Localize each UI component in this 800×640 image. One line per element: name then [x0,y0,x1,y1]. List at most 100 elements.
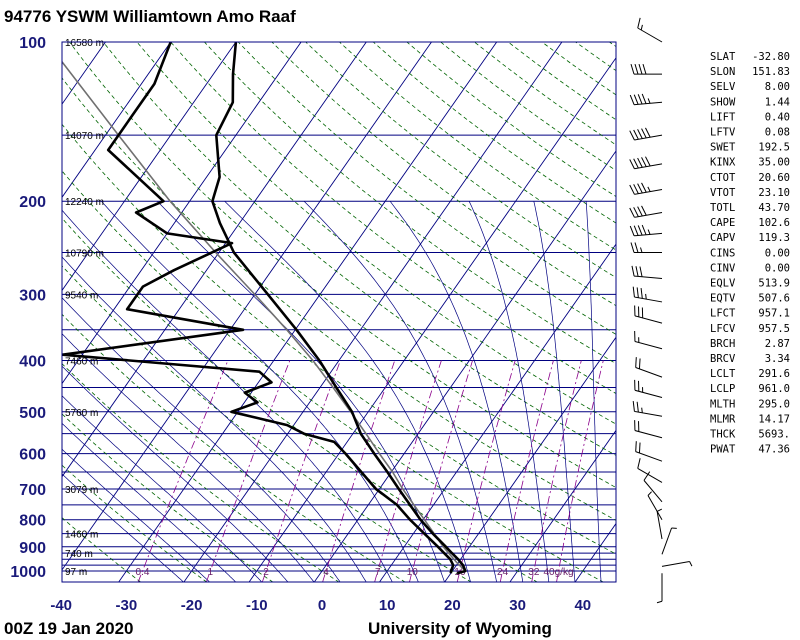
moist-adiabat [585,201,602,582]
wind-barb [661,527,677,555]
index-name: LFCT [710,308,736,320]
wind-barb [629,205,663,218]
index-value: 0.00 [765,247,790,259]
wind-barb [656,573,663,604]
index-name: TOTL [710,202,735,214]
height-label: 97 m [65,567,87,578]
moist-adiabat [224,200,471,582]
wind-barb [631,265,663,280]
mixing-ratio-label: 1 [208,567,214,578]
index-value: 35.00 [758,157,790,169]
temperature-line [211,42,467,575]
wind-barb [634,379,663,399]
isotherm-line [62,42,237,292]
isotherm-line [183,42,563,582]
isotherm-line [313,150,616,582]
mixing-ratio-label: 32 [528,567,540,578]
moist-adiabat [62,297,341,582]
dry-adiabat [62,265,472,582]
dry-adiabat [474,42,616,146]
pressure-tick-label: 500 [19,405,46,422]
index-name: CINS [710,247,735,259]
isotherm-line [118,42,498,582]
wind-barb [635,441,663,462]
index-name: LCLT [710,368,736,380]
wind-barb [634,331,663,350]
height-label: 16580 m [65,38,104,49]
index-name: CAPV [710,232,736,244]
wind-barb [634,420,663,439]
mixing-ratio-label: 4 [323,567,329,578]
height-label: 3079 m [65,485,98,496]
pressure-tick-label: 600 [19,447,46,464]
height-label: 1460 m [65,530,98,541]
moist-adiabat [62,395,263,582]
wind-barb [632,401,663,417]
index-name: CTOT [710,172,736,184]
wind-barb [643,471,663,503]
dry-adiabat [62,217,538,582]
wind-barb [647,491,663,520]
moist-adiabat [62,256,367,582]
index-value: 43.70 [758,202,790,214]
dry-adiabat [69,42,616,489]
index-value: 957.5 [758,323,790,335]
index-value: -32.80 [752,51,790,63]
index-name: LIFT [710,111,736,123]
dry-adiabat [305,42,616,279]
dry-adiabat [62,313,406,582]
isotherm-line [62,42,302,385]
index-value: 3.34 [765,353,790,365]
wind-barb [629,224,663,237]
index-name: LFCV [710,323,736,335]
index-name: LFTV [710,127,736,139]
index-value: 0.40 [765,111,790,123]
dry-adiabat [62,170,604,582]
dry-adiabat [62,123,616,555]
index-value: 295.0 [758,398,790,410]
wind-barb [635,357,663,378]
dewpoint-line [62,42,455,574]
dry-adiabat [136,42,616,425]
mixing-ratio-line [374,360,442,582]
mixing-ratio-line [205,360,291,582]
mixing-ratio-line [531,360,582,582]
moist-adiabat [62,448,211,582]
height-label: 9540 m [65,290,98,301]
wind-barb [629,127,663,141]
mixing-ratio-label: 24 [497,567,509,578]
wind-barb [632,286,663,303]
isotherm-line [62,42,172,199]
wind-barb [637,17,663,43]
isotherm-line [62,42,106,105]
wind-barb [629,156,663,170]
temperature-tick-label: 0 [318,597,326,614]
index-value: 961.0 [758,383,790,395]
isotherm-line [248,57,616,582]
isotherm-line [378,243,616,582]
index-name: SLAT [710,51,736,63]
height-label: 5760 m [65,408,98,419]
index-value: 119.3 [758,232,790,244]
index-name: SELV [710,81,736,93]
index-name: THCK [710,429,736,441]
pressure-tick-label: 100 [19,35,46,52]
index-name: LCLP [710,383,735,395]
isotherm-line [0,42,40,582]
mixing-ratio-label: 0.4 [136,567,150,578]
wind-barbs [629,17,693,604]
mixing-ratio-line [261,360,341,582]
height-label: 10790 m [65,249,104,260]
pressure-axis-labels: 100 200 300 400 500 600 700 800 900 1000 [10,35,46,581]
isotherm-line [62,42,432,571]
mixing-ratio-line [456,360,516,582]
index-name: SLON [710,66,735,78]
index-value: 2.87 [765,338,790,350]
date-label: 00Z 19 Jan 2020 [4,619,133,638]
height-label: 14070 m [65,131,104,142]
isotherm-line [444,336,616,582]
pressure-tick-label: 200 [19,194,46,211]
index-value: 47.36 [758,444,790,456]
isotherm-line [62,42,367,478]
height-label: 12240 m [65,197,104,208]
